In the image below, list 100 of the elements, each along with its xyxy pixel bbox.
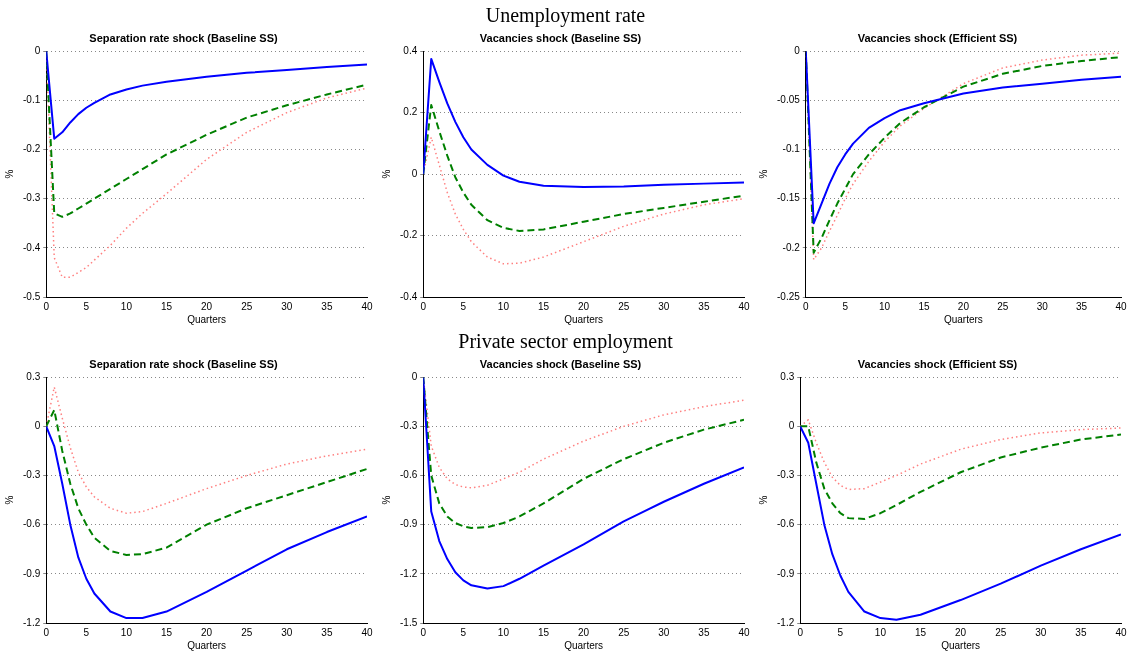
y-tick-label: -0.05 [777, 94, 801, 106]
y-tick-label: -0.6 [400, 469, 418, 481]
x-tick-label: 40 [1115, 626, 1127, 638]
x-tick-label: 10 [497, 300, 510, 312]
line-series [800, 425, 1121, 520]
y-tick-label: -0.1 [782, 143, 801, 155]
x-tick-label: 40 [361, 300, 373, 312]
x-tick-label: 30 [1036, 300, 1049, 312]
y-tick-label: 0 [411, 167, 418, 179]
y-tick-label: -0.3 [777, 469, 795, 481]
x-tick-label: 35 [321, 300, 333, 312]
x-tick-label: 5 [460, 626, 467, 638]
y-tick-label: 0 [411, 370, 418, 382]
y-tick-label: 0.3 [26, 370, 41, 382]
x-tick-label: 30 [281, 626, 293, 638]
x-tick-label: 30 [1035, 626, 1047, 638]
x-tick-label: 25 [997, 300, 1009, 312]
y-axis-title: % [3, 169, 15, 179]
y-axis-title: % [3, 495, 15, 505]
chart-subtitle: Vacancies shock (Efficient SS) [857, 31, 1018, 44]
x-tick-label: 40 [361, 626, 373, 638]
x-tick-label: 35 [1075, 626, 1087, 638]
x-tick-label: 40 [1115, 300, 1127, 312]
x-tick-label: 25 [618, 626, 630, 638]
x-tick-label: 35 [698, 626, 710, 638]
y-axis-title: % [380, 495, 392, 505]
y-tick-label: -0.5 [23, 290, 41, 302]
y-tick-label: 0.2 [403, 106, 418, 118]
x-tick-label: 10 [120, 626, 133, 638]
y-tick-label: -0.3 [400, 420, 418, 432]
y-tick-label: -1.2 [23, 616, 41, 628]
x-tick-label: 10 [879, 300, 891, 312]
y-tick-label: -0.1 [23, 94, 41, 106]
y-tick-label: -0.25 [777, 290, 801, 302]
x-axis-title: Quarters [187, 313, 227, 325]
chart-subtitle: Separation rate shock (Baseline SS) [89, 357, 278, 370]
chart-subtitle: Vacancies shock (Baseline SS) [479, 357, 642, 370]
x-tick-label: 10 [497, 626, 510, 638]
line-series [46, 408, 367, 556]
x-tick-label: 5 [83, 300, 90, 312]
x-tick-label: 20 [957, 300, 970, 312]
y-tick-label: 0 [34, 420, 41, 432]
y-tick-label: -0.9 [400, 518, 418, 530]
y-tick-label: -0.4 [400, 290, 418, 302]
x-tick-label: 20 [955, 626, 967, 638]
chart-subtitle: Vacancies shock (Baseline SS) [479, 31, 642, 44]
y-tick-label: 0.4 [403, 44, 418, 56]
y-tick-label: -1.2 [777, 616, 795, 628]
y-axis-title: % [757, 495, 769, 505]
x-tick-label: 30 [658, 626, 670, 638]
x-tick-label: 20 [201, 300, 213, 312]
x-tick-label: 15 [537, 626, 550, 638]
line-series [46, 386, 367, 514]
x-tick-label: 15 [160, 626, 173, 638]
y-tick-label: 0 [794, 44, 801, 56]
x-tick-label: 10 [120, 300, 133, 312]
x-tick-label: 0 [43, 300, 50, 312]
x-tick-label: 0 [43, 626, 50, 638]
y-tick-label: 0 [34, 44, 41, 56]
y-tick-label: -1.2 [400, 567, 418, 579]
x-tick-label: 5 [460, 300, 467, 312]
line-series [423, 136, 744, 265]
x-tick-label: 15 [537, 300, 550, 312]
y-tick-label: 0.3 [780, 370, 795, 382]
x-tick-label: 0 [420, 300, 427, 312]
chart-subtitle: Separation rate shock (Baseline SS) [89, 31, 278, 44]
line-series [423, 103, 744, 232]
x-tick-label: 25 [995, 626, 1007, 638]
y-tick-label: -0.6 [23, 518, 41, 530]
chart-subtitle: Vacancies shock (Efficient SS) [857, 357, 1018, 370]
x-axis-title: Quarters [941, 639, 981, 651]
x-tick-label: 40 [738, 300, 750, 312]
x-tick-label: 15 [160, 300, 173, 312]
y-tick-label: -0.4 [23, 241, 41, 253]
y-axis-title: % [757, 169, 769, 179]
x-tick-label: 35 [1076, 300, 1088, 312]
y-tick-label: -0.9 [777, 567, 795, 579]
y-axis-title: % [380, 169, 392, 179]
y-tick-label: -1.5 [400, 616, 418, 628]
x-tick-label: 10 [874, 626, 887, 638]
chart-title: Private sector employment [457, 330, 674, 352]
y-tick-label: 0 [788, 420, 795, 432]
x-tick-label: 30 [658, 300, 670, 312]
x-tick-label: 0 [803, 300, 810, 312]
x-tick-label: 20 [578, 626, 590, 638]
x-tick-label: 40 [738, 626, 750, 638]
x-axis-title: Quarters [564, 639, 604, 651]
y-tick-label: -0.3 [23, 469, 41, 481]
x-axis-title: Quarters [943, 313, 983, 325]
x-axis-title: Quarters [564, 313, 604, 325]
x-tick-label: 5 [842, 300, 849, 312]
x-tick-label: 20 [201, 626, 213, 638]
x-tick-label: 35 [698, 300, 710, 312]
chart-title: Unemployment rate [484, 4, 647, 26]
y-tick-label: -0.15 [777, 192, 801, 204]
x-tick-label: 5 [83, 626, 90, 638]
y-tick-label: -0.3 [23, 192, 41, 204]
x-tick-label: 15 [914, 626, 927, 638]
x-tick-label: 5 [837, 626, 844, 638]
y-tick-label: -0.6 [777, 518, 795, 530]
